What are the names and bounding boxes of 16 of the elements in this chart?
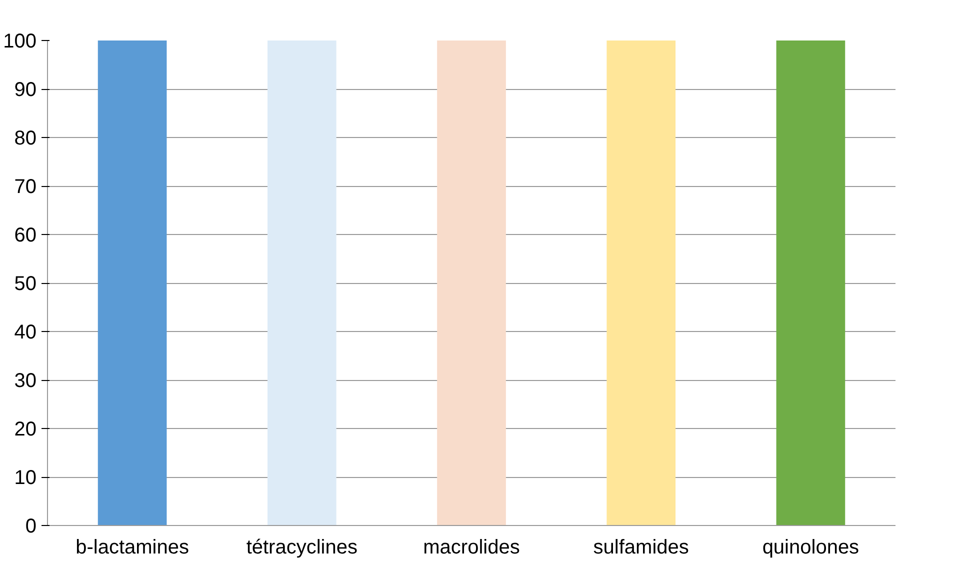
- y-tick-label: 90: [14, 79, 37, 101]
- y-tick-label: 40: [14, 322, 37, 344]
- x-tick-label: sulfamides: [593, 536, 689, 558]
- y-tick-label: 80: [14, 128, 37, 150]
- y-tick-label: 0: [25, 516, 36, 538]
- x-tick-label: quinolones: [762, 536, 860, 558]
- y-tick-label: 70: [14, 176, 37, 198]
- x-tick-label: tétracyclines: [246, 536, 358, 558]
- y-tick-label: 100: [3, 30, 37, 52]
- y-tick-label: 30: [14, 370, 37, 392]
- x-tick-label: b-lactamines: [76, 536, 189, 558]
- y-tick-label: 60: [14, 224, 37, 246]
- x-tick-label: macrolides: [423, 536, 520, 558]
- y-tick-label: 50: [14, 273, 37, 295]
- y-tick-label: 20: [14, 418, 37, 440]
- y-tick-label: 10: [14, 467, 37, 489]
